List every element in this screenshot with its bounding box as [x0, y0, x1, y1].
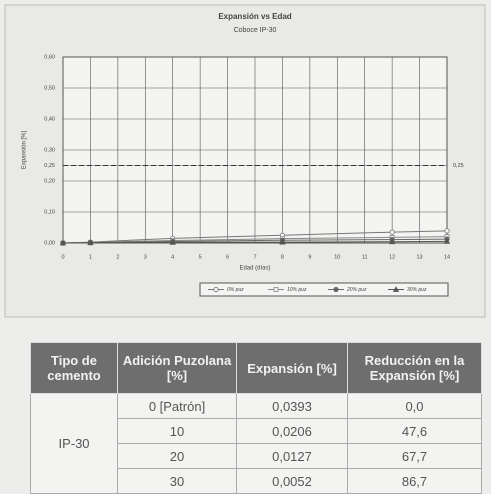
- y-tick-label: 0,25: [44, 163, 55, 169]
- marker: [443, 238, 451, 244]
- x-tick-label: 7: [253, 254, 256, 260]
- x-tick-label: 6: [226, 254, 229, 260]
- x-tick-label: 12: [389, 254, 395, 260]
- y-tick-label: 0,40: [44, 116, 55, 122]
- x-tick-label: 11: [362, 254, 368, 260]
- table-cell: 20: [117, 443, 237, 469]
- x-tick-label: 2: [116, 254, 119, 260]
- table-row: IP-30 0 [Patrón] 0,0393 0,0: [30, 393, 482, 494]
- table-cell: 0,0393: [236, 393, 348, 419]
- x-tick-label: 3: [144, 254, 147, 260]
- chart-title: Expansión vs Edad: [218, 12, 291, 21]
- table-cell: 86,7: [347, 468, 482, 494]
- legend-label: 0% puz: [227, 287, 244, 293]
- x-tick-label: 8: [281, 254, 284, 260]
- x-tick-label: 0: [61, 254, 64, 260]
- header-cell: Expansión [%]: [236, 342, 348, 394]
- chart: Expansión vs Edad Coboce IP-30 Edad (día…: [4, 4, 486, 318]
- y-tick-label: 0,30: [44, 147, 55, 153]
- table-cell: 0 [Patrón]: [117, 393, 237, 419]
- legend-marker: [333, 286, 339, 293]
- marker: [389, 229, 395, 235]
- y-tick-label: 0,10: [44, 209, 55, 215]
- x-axis-label: Edad (días): [239, 266, 270, 272]
- x-tick-label: 5: [199, 254, 202, 260]
- table-cell: 30: [117, 468, 237, 494]
- x-tick-label: 4: [171, 254, 174, 260]
- table-cell: 0,0127: [236, 443, 348, 469]
- table-cell: 67,7: [347, 443, 482, 469]
- table-cell: 47,6: [347, 418, 482, 444]
- legend: [199, 282, 449, 297]
- legend-label: 10% puz: [287, 287, 307, 293]
- y-tick-label: 0,20: [44, 178, 55, 184]
- table-row: 20 0,0127 67,7: [31, 443, 482, 469]
- x-tick-label: 1: [89, 254, 92, 260]
- y-tick-label: 0,50: [44, 85, 55, 91]
- header-cell: Reducción en la Expansión [%]: [347, 342, 482, 394]
- x-tick-label: 9: [308, 254, 311, 260]
- x-tick-label: 13: [417, 254, 423, 260]
- header-cell: Tipo de cemento: [30, 342, 118, 394]
- marker: [279, 238, 286, 245]
- table-cell: 0,0052: [236, 468, 348, 494]
- group-cell: IP-30: [30, 393, 118, 494]
- x-tick-label: 10: [334, 254, 340, 260]
- legend-marker: [392, 286, 400, 292]
- table-cell: 0,0: [347, 393, 482, 419]
- table-cell: 0,0206: [236, 418, 348, 444]
- marker: [169, 239, 176, 245]
- header-row: Tipo de cemento Adición Puzolana [%] Expan…: [30, 342, 482, 394]
- legend-marker: [273, 287, 279, 292]
- legend-label: 20% puz: [346, 287, 367, 293]
- header-cell: Adición Puzolana [%]: [117, 342, 237, 394]
- y-axis-label: Expansión [%]: [22, 130, 28, 169]
- marker: [87, 239, 94, 246]
- x-tick-label: 14: [444, 254, 450, 260]
- chart-subtitle: Coboce IP-30: [234, 27, 277, 34]
- y-tick-label: 0,00: [44, 240, 55, 246]
- marker: [444, 228, 450, 234]
- y-tick-label: 0,60: [44, 54, 55, 60]
- legend-marker: [213, 286, 219, 293]
- table: Tipo de cemento Adición Puzolana [%] Expan…: [30, 342, 482, 494]
- reference-label: 0,25: [453, 163, 464, 169]
- marker: [388, 238, 396, 245]
- legend-label: 30% puz: [407, 287, 427, 293]
- table-cell: 10: [117, 418, 237, 444]
- series-line: [62, 240, 448, 244]
- marker: [59, 239, 67, 246]
